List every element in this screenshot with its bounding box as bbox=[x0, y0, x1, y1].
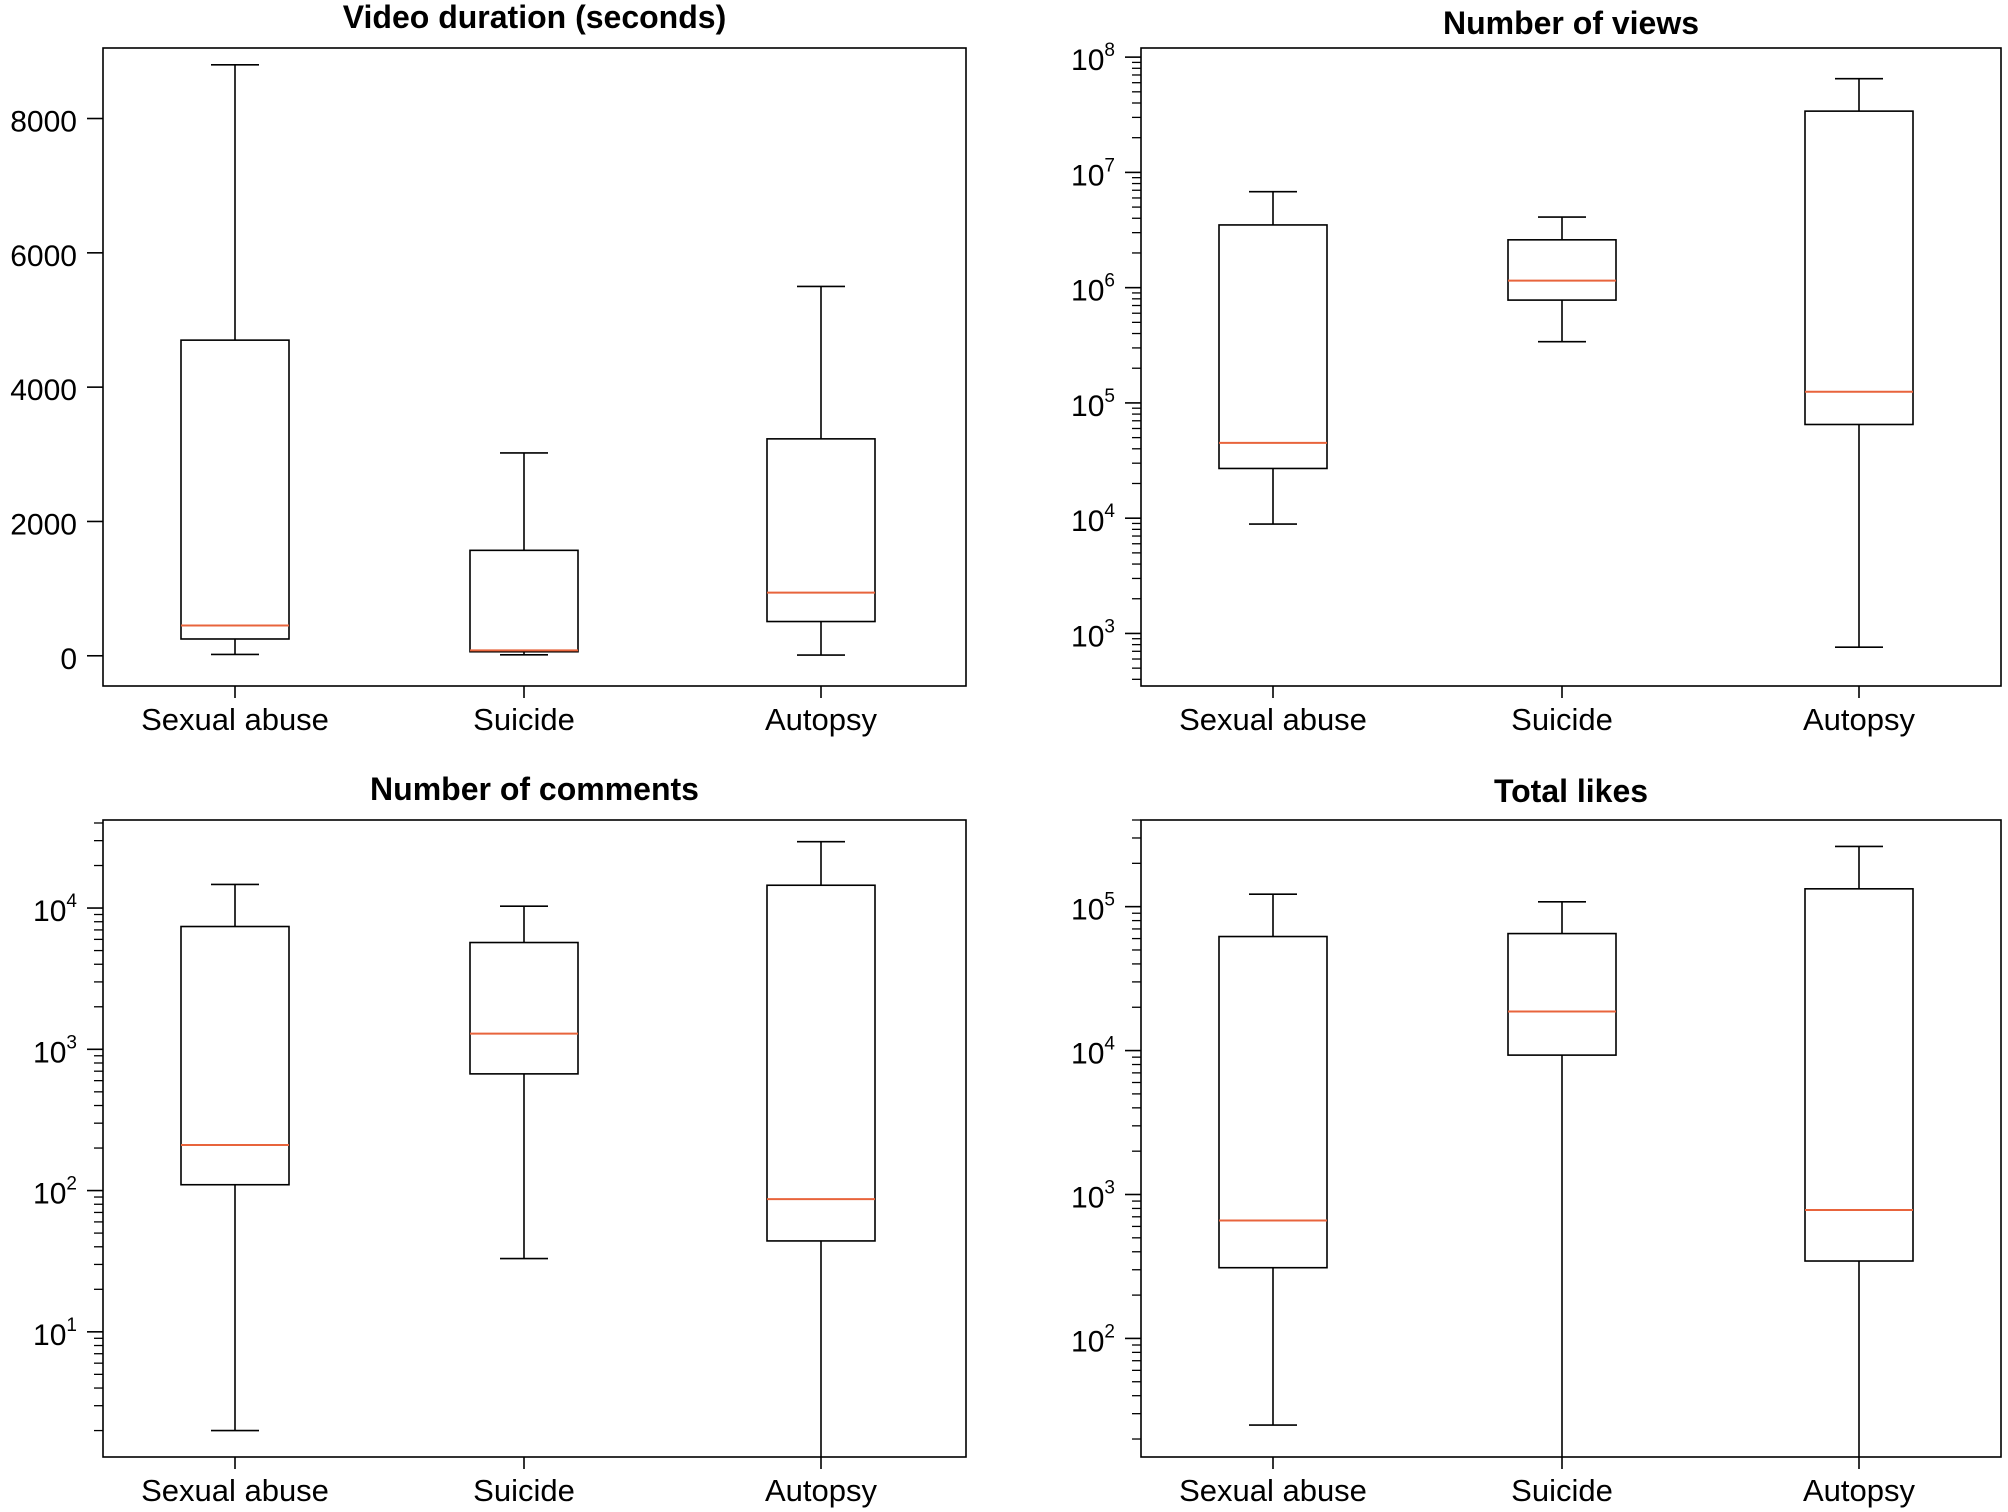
y-tick-label: 105 bbox=[1071, 386, 1115, 423]
y-tick-base: 10 bbox=[1071, 505, 1104, 538]
box-suicide bbox=[469, 905, 579, 1260]
box-autopsy bbox=[766, 840, 876, 1457]
y-tick-label: 103 bbox=[1071, 1177, 1115, 1214]
x-tick-label: Autopsy bbox=[765, 702, 878, 737]
y-tick-base: 10 bbox=[1071, 894, 1104, 927]
chart-title: Number of comments bbox=[370, 771, 699, 807]
y-tick-base: 10 bbox=[33, 895, 66, 928]
y-tick-exponent: 2 bbox=[66, 1174, 77, 1195]
x-tick-label: Autopsy bbox=[1803, 1473, 1916, 1508]
box-iqr bbox=[1507, 239, 1617, 301]
y-tick-base: 10 bbox=[1071, 1325, 1104, 1358]
y-tick-base: 10 bbox=[1071, 390, 1104, 423]
y-tick-exponent: 6 bbox=[1104, 271, 1115, 292]
y-tick-exponent: 3 bbox=[1104, 1177, 1115, 1198]
x-tick-label: Suicide bbox=[473, 1473, 575, 1508]
y-tick-exponent: 8 bbox=[1104, 40, 1115, 61]
y-tick-label: 103 bbox=[1071, 616, 1115, 653]
box-iqr bbox=[766, 884, 876, 1242]
y-tick-label: 101 bbox=[33, 1315, 77, 1352]
box-sexual-abuse bbox=[180, 883, 290, 1432]
x-tick-label: Suicide bbox=[1511, 1473, 1613, 1508]
y-tick-label: 0 bbox=[60, 643, 77, 676]
y-tick-label: 104 bbox=[33, 891, 77, 928]
chart-title: Number of views bbox=[1443, 5, 1699, 41]
y-tick-label: 4000 bbox=[10, 374, 77, 407]
y-tick-base: 10 bbox=[1071, 1181, 1104, 1214]
x-tick-label: Sexual abuse bbox=[141, 702, 329, 737]
y-tick-label: 2000 bbox=[10, 508, 77, 541]
box-iqr bbox=[469, 549, 579, 653]
y-tick-label: 106 bbox=[1071, 271, 1115, 308]
box-iqr bbox=[469, 941, 579, 1075]
y-tick-label: 104 bbox=[1071, 501, 1115, 538]
y-tick-base: 10 bbox=[1071, 1038, 1104, 1071]
y-tick-label: 108 bbox=[1071, 40, 1115, 77]
box-sexual-abuse bbox=[1218, 190, 1328, 525]
y-tick-exponent: 4 bbox=[66, 891, 77, 912]
y-tick-exponent: 3 bbox=[1104, 616, 1115, 637]
y-tick-label: 102 bbox=[1071, 1321, 1115, 1358]
y-tick-label: 105 bbox=[1071, 890, 1115, 927]
y-tick-base: 10 bbox=[1071, 275, 1104, 308]
box-suicide bbox=[1507, 901, 1617, 1457]
chart-panel-1: Video duration (seconds) 0 2000 4000 6000 800… bbox=[10, 0, 967, 737]
y-tick-base: 10 bbox=[33, 1036, 66, 1069]
plot-frame bbox=[1140, 47, 2002, 687]
x-tick-label: Sexual abuse bbox=[1179, 702, 1367, 737]
box-autopsy bbox=[1804, 77, 1914, 648]
chart-title: Total likes bbox=[1494, 773, 1648, 809]
x-tick-label: Autopsy bbox=[765, 1473, 878, 1508]
box-iqr bbox=[1804, 888, 1914, 1262]
y-tick-base: 10 bbox=[33, 1319, 66, 1352]
box-autopsy bbox=[766, 285, 876, 656]
box-suicide bbox=[469, 452, 579, 656]
box-iqr bbox=[1507, 932, 1617, 1056]
y-tick-base: 10 bbox=[1071, 620, 1104, 653]
box-iqr bbox=[1218, 224, 1328, 470]
y-tick-exponent: 3 bbox=[66, 1032, 77, 1053]
y-tick-label: 8000 bbox=[10, 106, 77, 139]
box-iqr bbox=[180, 925, 290, 1186]
x-tick-label: Suicide bbox=[473, 702, 575, 737]
y-tick-label: 102 bbox=[33, 1174, 77, 1211]
box-iqr bbox=[766, 438, 876, 623]
y-tick-exponent: 5 bbox=[1104, 890, 1115, 911]
y-tick-label: 6000 bbox=[10, 240, 77, 273]
plot-frame bbox=[1140, 819, 2002, 1458]
box-suicide bbox=[1507, 216, 1617, 343]
plot-frame bbox=[102, 47, 967, 687]
box-sexual-abuse bbox=[1218, 893, 1328, 1426]
y-tick-label: 103 bbox=[33, 1032, 77, 1069]
y-tick-base: 10 bbox=[1071, 44, 1104, 77]
chart-panel-2: Number of views103104105106107108Sexual … bbox=[1071, 5, 2002, 737]
plot-frame bbox=[102, 819, 967, 1458]
x-tick-label: Suicide bbox=[1511, 702, 1613, 737]
y-tick-exponent: 4 bbox=[1104, 501, 1115, 522]
chart-title: Video duration (seconds) bbox=[343, 0, 726, 35]
y-tick-exponent: 1 bbox=[66, 1315, 77, 1336]
y-tick-exponent: 2 bbox=[1104, 1321, 1115, 1342]
x-tick-label: Sexual abuse bbox=[1179, 1473, 1367, 1508]
box-iqr bbox=[180, 339, 290, 640]
y-tick-label: 104 bbox=[1071, 1034, 1115, 1071]
y-tick-exponent: 4 bbox=[1104, 1034, 1115, 1055]
y-tick-base: 10 bbox=[33, 1178, 66, 1211]
y-tick-exponent: 7 bbox=[1104, 155, 1115, 176]
x-tick-label: Autopsy bbox=[1803, 702, 1916, 737]
box-iqr bbox=[1804, 110, 1914, 426]
y-tick-exponent: 5 bbox=[1104, 386, 1115, 407]
y-tick-base: 10 bbox=[1071, 159, 1104, 192]
y-tick-label: 107 bbox=[1071, 155, 1115, 192]
x-tick-label: Sexual abuse bbox=[141, 1473, 329, 1508]
box-autopsy bbox=[1804, 845, 1914, 1457]
box-sexual-abuse bbox=[180, 63, 290, 656]
box-iqr bbox=[1218, 935, 1328, 1269]
